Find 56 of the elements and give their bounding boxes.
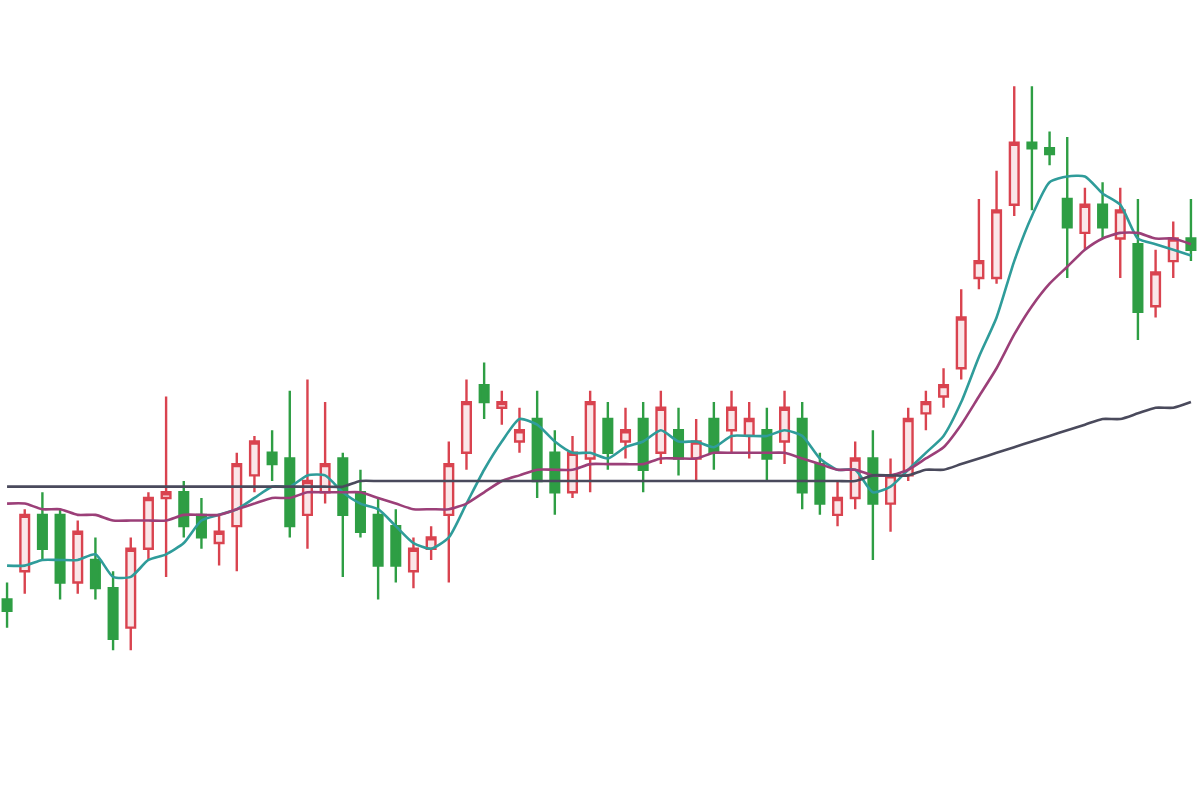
candlestick <box>796 400 808 511</box>
candlestick <box>337 451 349 579</box>
candlestick <box>549 429 561 517</box>
candlestick <box>178 479 190 539</box>
candlestick <box>743 400 755 460</box>
candlestick <box>584 389 596 494</box>
candlestick <box>231 451 243 573</box>
candlestick <box>443 440 455 584</box>
candlestick <box>54 508 66 601</box>
candlestick <box>619 406 632 460</box>
candlestick <box>655 389 667 466</box>
candlestick <box>72 519 84 595</box>
candlestick <box>602 400 614 471</box>
candlestick <box>973 197 985 291</box>
candlestick <box>478 361 490 421</box>
candlestick <box>248 434 260 494</box>
candlestick <box>832 479 844 528</box>
candlestick <box>36 491 48 562</box>
candlestick <box>1079 186 1091 252</box>
candlestick <box>125 536 137 652</box>
candlestick <box>779 389 791 466</box>
candlestick <box>213 513 225 567</box>
candlestick <box>1185 197 1197 263</box>
candlestick <box>284 389 296 539</box>
candlestick <box>19 508 31 595</box>
candlestick <box>991 169 1003 285</box>
candlestick <box>89 536 101 601</box>
candlestick <box>708 400 720 471</box>
candlestick <box>496 389 508 426</box>
candlestick <box>1044 130 1056 167</box>
candlestick <box>1097 180 1109 240</box>
candlestick <box>390 508 402 584</box>
candlestick <box>354 468 366 539</box>
candlestick <box>142 491 154 562</box>
candlestick <box>460 378 472 471</box>
candlestick <box>867 429 879 562</box>
candlestick <box>1008 85 1020 218</box>
candlestick <box>1026 85 1038 212</box>
candlestick <box>107 570 119 652</box>
candlestick <box>160 395 172 579</box>
candlestick <box>266 429 278 483</box>
candlestick <box>1061 135 1073 280</box>
candlestick <box>938 367 950 409</box>
candlestick <box>955 288 967 381</box>
candlestick <box>513 406 526 455</box>
candlestick <box>920 389 932 432</box>
candlestick <box>301 378 313 550</box>
candlestick <box>637 400 649 494</box>
candlestick <box>1 581 13 629</box>
candlestick <box>372 496 384 601</box>
candlestick <box>531 389 543 500</box>
candlestick <box>1150 248 1162 319</box>
candlestick <box>1132 197 1144 342</box>
candlestick <box>814 451 826 517</box>
candlestick <box>407 536 419 590</box>
candlestick <box>726 389 738 455</box>
